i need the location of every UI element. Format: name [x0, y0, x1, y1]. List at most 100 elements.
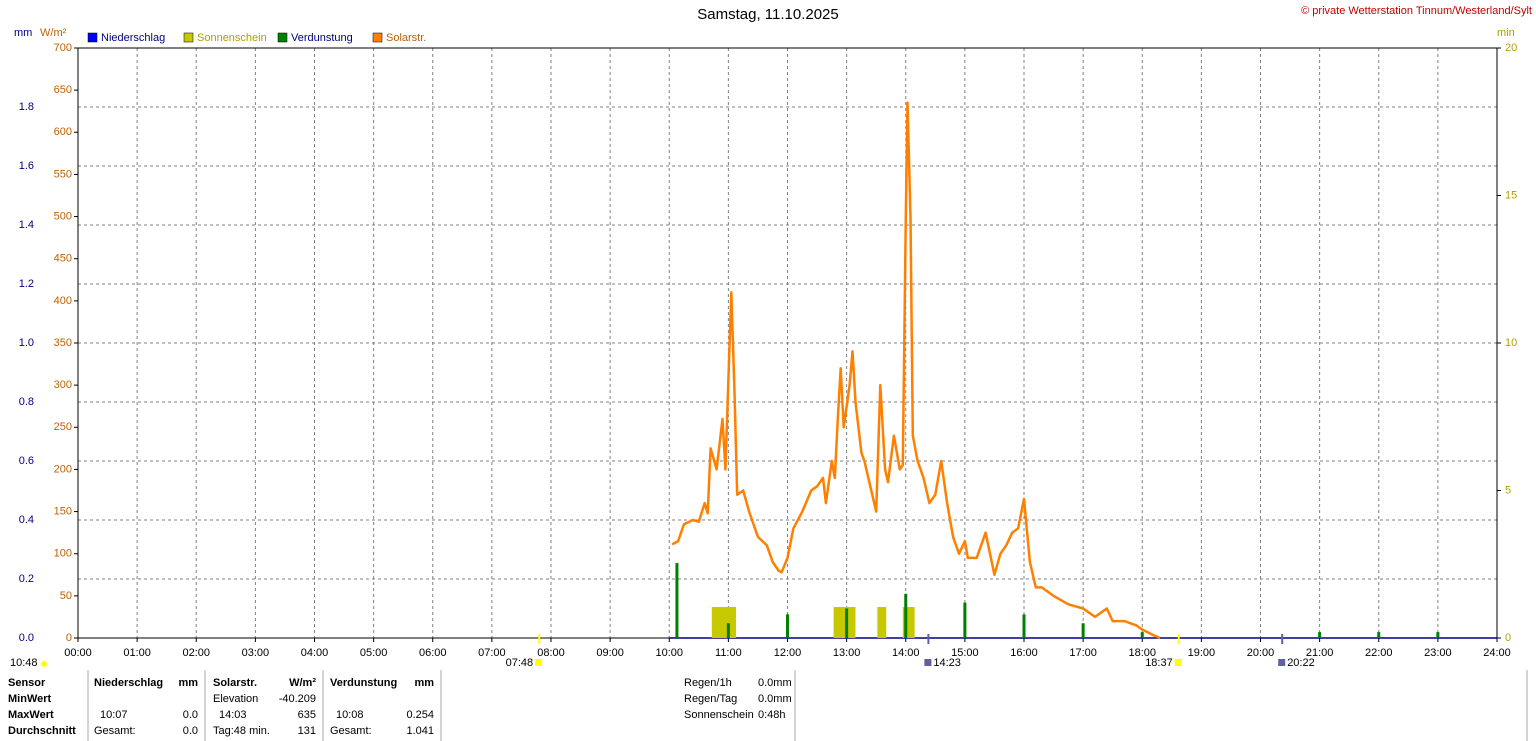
y2-unit: min	[1497, 27, 1515, 39]
table-cell: 14:03	[219, 709, 247, 721]
evaporation-bar	[1140, 632, 1144, 638]
current-time: 10:48	[10, 657, 38, 669]
x-tick-label: 01:00	[123, 647, 151, 659]
legend-swatch	[183, 32, 194, 43]
w-tick-label: 600	[54, 126, 72, 138]
event-icon	[1174, 659, 1182, 666]
x-tick-label: 14:00	[892, 647, 920, 659]
x-tick-label: 04:00	[301, 647, 329, 659]
y-tick-label: 1.2	[19, 278, 34, 290]
x-tick-label: 18:00	[1128, 647, 1156, 659]
evaporation-bar	[904, 593, 908, 638]
summary-label: Regen/Tag	[684, 693, 737, 705]
table-cell: 0.0	[183, 709, 198, 721]
w-tick-label: 100	[54, 548, 72, 560]
legend-label: Sonnenschein	[197, 32, 267, 44]
x-tick-label: 19:00	[1188, 647, 1216, 659]
x-tick-label: 02:00	[182, 647, 210, 659]
row-label: Durchschnitt	[8, 725, 76, 737]
x-tick-label: 08:00	[537, 647, 565, 659]
x-tick-label: 07:00	[478, 647, 506, 659]
y2-tick-label: 20	[1505, 42, 1517, 54]
x-tick-label: 22:00	[1365, 647, 1393, 659]
table-cell: 10:08	[336, 709, 364, 721]
evaporation-bar	[1081, 623, 1085, 638]
table-header: Verdunstung	[330, 677, 397, 689]
legend-label: Solarstr.	[386, 32, 426, 44]
evaporation-bar	[726, 623, 730, 638]
event-label: 20:22	[1287, 657, 1315, 669]
evaporation-bar	[675, 563, 679, 638]
sunshine-bar	[833, 607, 856, 638]
y2-tick-label: 0	[1505, 632, 1511, 644]
legend-label: Verdunstung	[291, 32, 353, 44]
table-cell: 635	[298, 709, 316, 721]
evaporation-bar	[1318, 632, 1322, 638]
y2-tick-label: 10	[1505, 337, 1517, 349]
x-tick-label: 21:00	[1306, 647, 1334, 659]
x-tick-label: 16:00	[1010, 647, 1038, 659]
w-tick-label: 150	[54, 505, 72, 517]
table-header: W/m²	[289, 677, 316, 689]
w-tick-label: 350	[54, 337, 72, 349]
x-tick-label: 09:00	[596, 647, 624, 659]
y-tick-label: 1.6	[19, 160, 34, 172]
x-tick-label: 12:00	[774, 647, 802, 659]
w-tick-label: 550	[54, 168, 72, 180]
row-label: MinWert	[8, 693, 52, 705]
x-tick-label: 20:00	[1247, 647, 1275, 659]
x-tick-label: 17:00	[1069, 647, 1097, 659]
summary-label: Sonnenschein	[684, 709, 754, 721]
event-label: 07:48	[506, 657, 534, 669]
y-unit: mm	[14, 27, 32, 39]
event-icon	[924, 659, 932, 666]
sunshine-bar	[902, 607, 915, 638]
evaporation-bar	[1436, 632, 1440, 638]
w-tick-label: 500	[54, 210, 72, 222]
table-cell: Elevation	[213, 693, 258, 705]
current-marker	[41, 661, 47, 667]
table-cell: 0.0	[183, 725, 198, 737]
x-tick-label: 24:00	[1483, 647, 1511, 659]
legend-swatch	[87, 32, 98, 43]
y-tick-label: 0.8	[19, 396, 34, 408]
w-tick-label: 0	[66, 632, 72, 644]
w-tick-label: 450	[54, 253, 72, 265]
y2-tick-label: 15	[1505, 189, 1517, 201]
table-header: mm	[414, 677, 434, 689]
x-tick-label: 00:00	[64, 647, 92, 659]
table-cell: 10:07	[100, 709, 128, 721]
w-tick-label: 400	[54, 295, 72, 307]
legend-swatch	[372, 32, 383, 43]
x-tick-label: 11:00	[715, 647, 742, 659]
event-label: 18:37	[1145, 657, 1173, 669]
y-tick-label: 0.6	[19, 455, 34, 467]
w-tick-label: 250	[54, 421, 72, 433]
y-tick-label: 1.4	[19, 219, 34, 231]
x-tick-label: 13:00	[833, 647, 861, 659]
y2-tick-label: 5	[1505, 484, 1511, 496]
event-icon	[535, 659, 543, 666]
summary-value: 0.0mm	[758, 693, 792, 705]
w-unit: W/m²	[40, 27, 67, 39]
chart-title: Samstag, 11.10.2025	[697, 6, 839, 23]
legend-swatch	[277, 32, 288, 43]
table-header: Solarstr.	[213, 677, 257, 689]
x-tick-label: 05:00	[360, 647, 388, 659]
table-header: Niederschlag	[94, 677, 163, 689]
x-tick-label: 23:00	[1424, 647, 1452, 659]
row-label: MaxWert	[8, 709, 54, 721]
w-tick-label: 700	[54, 42, 72, 54]
w-tick-label: 650	[54, 84, 72, 96]
table-cell: Gesamt:	[94, 725, 136, 737]
evaporation-bar	[786, 614, 789, 638]
evaporation-bar	[845, 608, 849, 638]
event-label: 14:23	[933, 657, 961, 669]
y-tick-label: 0.4	[19, 514, 34, 526]
table-cell: 1.041	[406, 725, 434, 737]
sunshine-bar	[711, 607, 737, 638]
y-tick-label: 0.0	[19, 632, 34, 644]
evaporation-bar	[963, 602, 967, 638]
table-header: mm	[178, 677, 198, 689]
